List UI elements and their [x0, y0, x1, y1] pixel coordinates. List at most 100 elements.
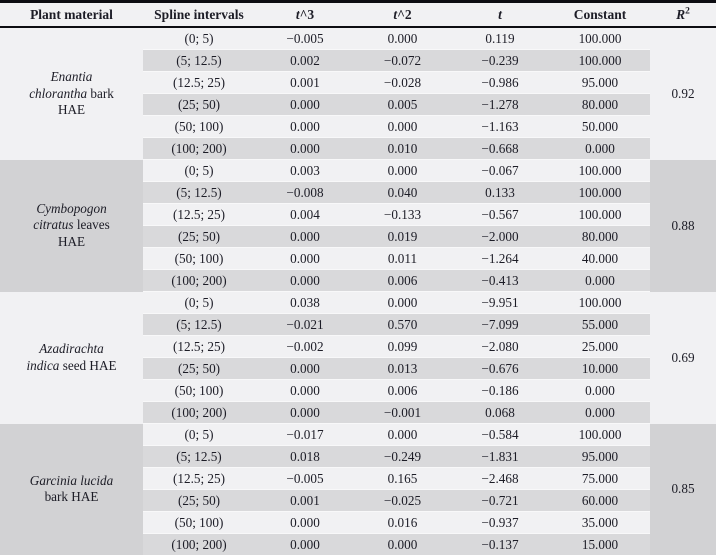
- t-value-cell: −0.413: [450, 270, 550, 292]
- plant-name-line: Cymbopogon: [2, 201, 141, 218]
- col-header-t-cubed: t^3: [255, 3, 355, 27]
- spline-interval-cell: (5; 12.5): [143, 446, 255, 468]
- spline-interval-cell: (25; 50): [143, 94, 255, 116]
- t-value-cell: −0.668: [450, 138, 550, 160]
- t-value-cell: −0.676: [450, 358, 550, 380]
- t2-value-cell: −0.025: [355, 490, 450, 512]
- t2-value-cell: 0.165: [355, 468, 450, 490]
- col-header-plant-material: Plant material: [0, 3, 143, 27]
- spline-interval-cell: (0; 5): [143, 27, 255, 50]
- plant-name-line: chlorantha bark: [2, 86, 141, 103]
- col-header-spline-intervals: Spline intervals: [143, 3, 255, 27]
- constant-value-cell: 25.000: [550, 336, 650, 358]
- spline-interval-cell: (50; 100): [143, 512, 255, 534]
- t2-value-cell: 0.040: [355, 182, 450, 204]
- t3-value-cell: 0.000: [255, 402, 355, 424]
- t2-value-cell: 0.000: [355, 424, 450, 446]
- spline-interval-cell: (12.5; 25): [143, 204, 255, 226]
- constant-value-cell: 100.000: [550, 182, 650, 204]
- constant-value-cell: 0.000: [550, 138, 650, 160]
- t3-value-cell: −0.002: [255, 336, 355, 358]
- constant-value-cell: 100.000: [550, 160, 650, 182]
- constant-value-cell: 100.000: [550, 292, 650, 314]
- t-value-cell: −9.951: [450, 292, 550, 314]
- t3-value-cell: 0.000: [255, 138, 355, 160]
- t-value-cell: 0.119: [450, 27, 550, 50]
- spline-interval-cell: (5; 12.5): [143, 50, 255, 72]
- constant-value-cell: 55.000: [550, 314, 650, 336]
- t2-value-cell: −0.133: [355, 204, 450, 226]
- spline-interval-cell: (25; 50): [143, 226, 255, 248]
- t3-value-cell: −0.008: [255, 182, 355, 204]
- t2-value-cell: −0.249: [355, 446, 450, 468]
- plant-name-line: indica seed HAE: [2, 358, 141, 375]
- t-value-cell: −0.239: [450, 50, 550, 72]
- plant-name-line: Azadirachta: [2, 341, 141, 358]
- t-value-cell: −2.000: [450, 226, 550, 248]
- constant-value-cell: 80.000: [550, 94, 650, 116]
- constant-value-cell: 95.000: [550, 72, 650, 94]
- t2-value-cell: −0.001: [355, 402, 450, 424]
- spline-interval-cell: (100; 200): [143, 402, 255, 424]
- t2-value-cell: 0.000: [355, 116, 450, 138]
- col-header-t: t: [450, 3, 550, 27]
- constant-value-cell: 50.000: [550, 116, 650, 138]
- t-value-cell: 0.133: [450, 182, 550, 204]
- spline-interval-cell: (0; 5): [143, 292, 255, 314]
- spline-interval-cell: (25; 50): [143, 490, 255, 512]
- t3-value-cell: 0.000: [255, 512, 355, 534]
- t3-value-cell: −0.017: [255, 424, 355, 446]
- constant-value-cell: 40.000: [550, 248, 650, 270]
- t3-value-cell: −0.005: [255, 27, 355, 50]
- t-value-cell: −1.264: [450, 248, 550, 270]
- t3-value-cell: 0.000: [255, 116, 355, 138]
- t2-value-cell: 0.013: [355, 358, 450, 380]
- t-value-cell: −0.584: [450, 424, 550, 446]
- spline-interval-cell: (25; 50): [143, 358, 255, 380]
- t2-value-cell: 0.000: [355, 160, 450, 182]
- t2-value-cell: 0.010: [355, 138, 450, 160]
- plant-name-line: bark HAE: [2, 489, 141, 506]
- t2-value-cell: 0.006: [355, 380, 450, 402]
- spline-interval-cell: (0; 5): [143, 424, 255, 446]
- t-value-cell: −1.163: [450, 116, 550, 138]
- spline-interval-cell: (12.5; 25): [143, 336, 255, 358]
- spline-interval-cell: (12.5; 25): [143, 72, 255, 94]
- t-value-cell: −1.278: [450, 94, 550, 116]
- plant-name-line: Enantia: [2, 69, 141, 86]
- t3-value-cell: 0.000: [255, 380, 355, 402]
- r-squared-cell: 0.85: [650, 424, 716, 555]
- spline-interval-cell: (100; 200): [143, 270, 255, 292]
- t2-value-cell: 0.099: [355, 336, 450, 358]
- plant-name-line: HAE: [2, 234, 141, 251]
- col-header-r-squared: R2: [650, 3, 716, 27]
- r-squared-cell: 0.88: [650, 160, 716, 292]
- t3-value-cell: 0.000: [255, 270, 355, 292]
- constant-value-cell: 60.000: [550, 490, 650, 512]
- col-header-constant: Constant: [550, 3, 650, 27]
- t3-value-cell: −0.005: [255, 468, 355, 490]
- r-squared-cell: 0.69: [650, 292, 716, 424]
- t3-value-cell: 0.002: [255, 50, 355, 72]
- t-value-cell: 0.068: [450, 402, 550, 424]
- constant-value-cell: 75.000: [550, 468, 650, 490]
- t2-value-cell: 0.019: [355, 226, 450, 248]
- t-value-cell: −0.567: [450, 204, 550, 226]
- t-value-cell: −0.721: [450, 490, 550, 512]
- plant-name-line: HAE: [2, 102, 141, 119]
- constant-value-cell: 80.000: [550, 226, 650, 248]
- t-value-cell: −2.080: [450, 336, 550, 358]
- constant-value-cell: 100.000: [550, 50, 650, 72]
- spline-interval-cell: (50; 100): [143, 116, 255, 138]
- spline-interval-cell: (5; 12.5): [143, 314, 255, 336]
- t-value-cell: −1.831: [450, 446, 550, 468]
- constant-value-cell: 0.000: [550, 380, 650, 402]
- spline-interval-cell: (100; 200): [143, 534, 255, 555]
- t2-value-cell: −0.072: [355, 50, 450, 72]
